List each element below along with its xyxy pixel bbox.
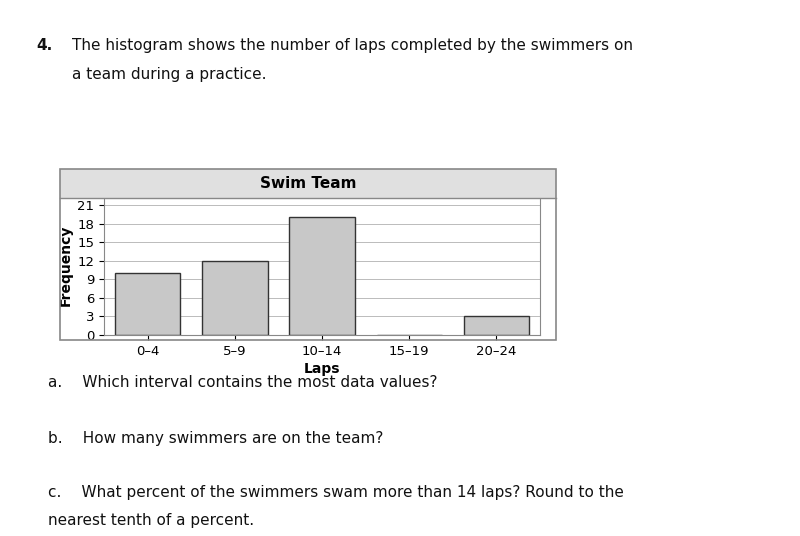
Bar	[115, 273, 180, 335]
Y-axis label: Frequency: Frequency	[59, 225, 73, 306]
Text: nearest tenth of a percent.: nearest tenth of a percent.	[48, 513, 254, 528]
Bar	[464, 316, 529, 335]
Text: 4.: 4.	[36, 38, 52, 53]
Text: c.  What percent of the swimmers swam more than 14 laps? Round to the: c. What percent of the swimmers swam mor…	[48, 485, 624, 500]
Text: The histogram shows the number of laps completed by the swimmers on: The histogram shows the number of laps c…	[72, 38, 633, 53]
Text: Swim Team: Swim Team	[260, 176, 356, 191]
X-axis label: Laps: Laps	[304, 362, 340, 376]
Text: a team during a practice.: a team during a practice.	[72, 67, 266, 82]
Bar	[290, 217, 354, 335]
Text: b.  How many swimmers are on the team?: b. How many swimmers are on the team?	[48, 431, 383, 446]
Bar	[202, 260, 267, 335]
Text: a.  Which interval contains the most data values?: a. Which interval contains the most data…	[48, 375, 438, 390]
